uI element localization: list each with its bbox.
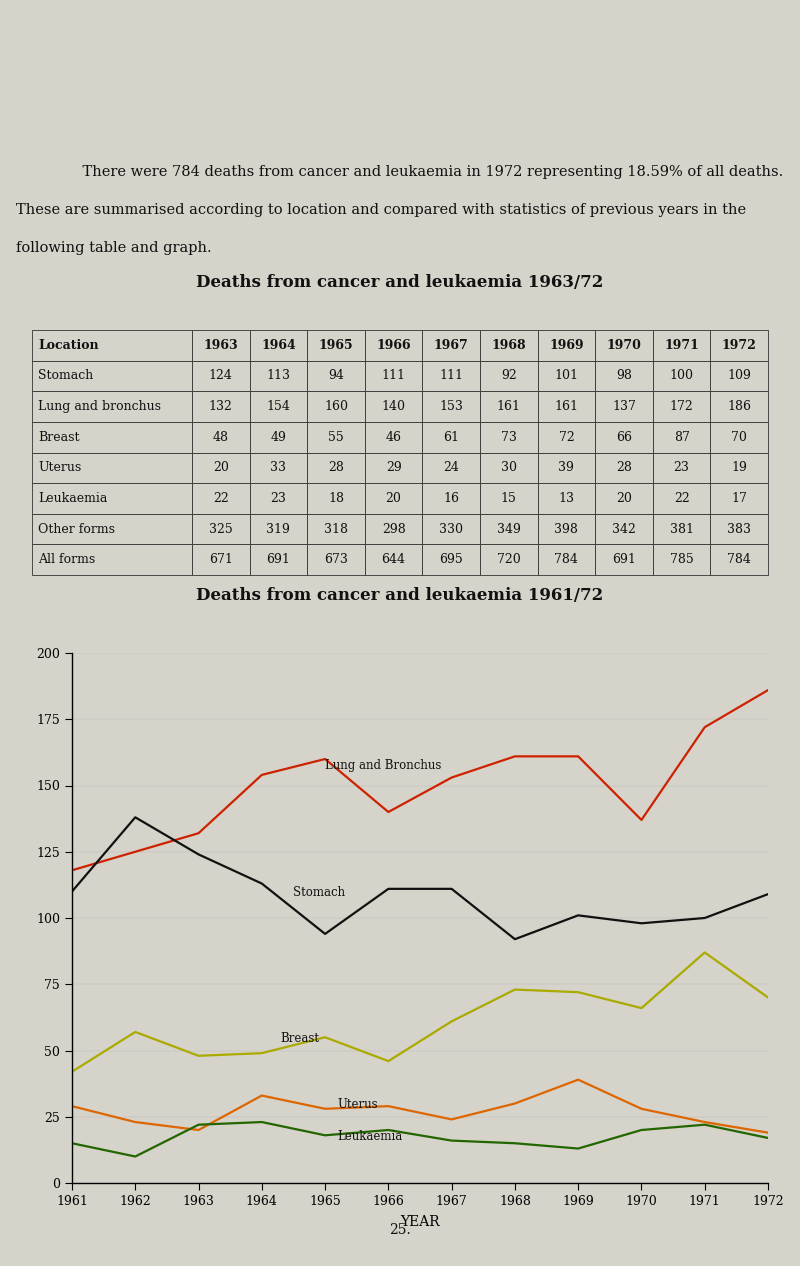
Text: There were 784 deaths from cancer and leukaemia in 1972 representing 18.59% of a: There were 784 deaths from cancer and le… — [64, 166, 783, 180]
Text: These are summarised according to location and compared with statistics of previ: These are summarised according to locati… — [16, 204, 746, 218]
X-axis label: YEAR: YEAR — [400, 1215, 440, 1229]
Text: Lung and Bronchus: Lung and Bronchus — [325, 760, 442, 772]
Text: 25.: 25. — [389, 1223, 411, 1237]
Text: Uterus: Uterus — [338, 1099, 378, 1112]
Text: Leukaemia: Leukaemia — [338, 1131, 403, 1143]
Text: Deaths from cancer and leukaemia 1961/72: Deaths from cancer and leukaemia 1961/72 — [196, 587, 604, 604]
Text: following table and graph.: following table and graph. — [16, 242, 212, 256]
Text: Breast: Breast — [281, 1032, 320, 1046]
Text: Stomach: Stomach — [294, 886, 346, 899]
Text: Deaths from cancer and leukaemia 1963/72: Deaths from cancer and leukaemia 1963/72 — [196, 273, 604, 291]
